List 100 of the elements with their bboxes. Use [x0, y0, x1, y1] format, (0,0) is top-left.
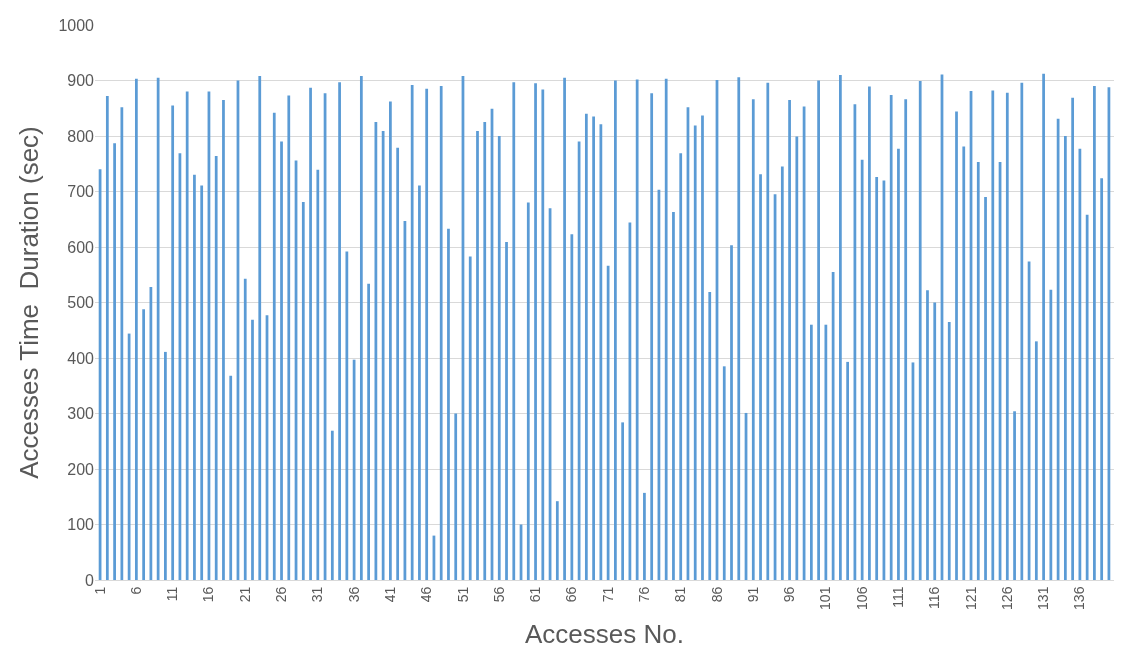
- bar: [258, 76, 262, 580]
- bar: [381, 131, 385, 580]
- bar: [599, 124, 603, 580]
- bar: [534, 83, 537, 580]
- y-tick-label: 800: [67, 127, 95, 145]
- bar: [1093, 86, 1096, 580]
- bar: [701, 115, 704, 580]
- y-tick-label: 200: [67, 460, 95, 478]
- bar: [570, 234, 574, 580]
- bar: [614, 80, 617, 580]
- bar: [330, 430, 334, 580]
- bar: [650, 93, 654, 580]
- bar: [722, 366, 726, 580]
- bar: [955, 111, 958, 580]
- bar: [831, 271, 835, 580]
- x-tick-label: 71: [599, 586, 616, 603]
- bar: [664, 78, 668, 580]
- bar: [105, 96, 109, 580]
- bar: [338, 82, 341, 580]
- bar: [418, 185, 421, 580]
- bar: [730, 245, 733, 580]
- x-tick-label: 96: [781, 586, 798, 603]
- bar: [1020, 82, 1024, 580]
- bar: [301, 202, 305, 580]
- bar: [947, 321, 951, 580]
- bar: [795, 136, 799, 580]
- bar: [359, 76, 363, 580]
- x-tick-label: 81: [672, 586, 689, 603]
- bar: [1071, 97, 1075, 580]
- bar: [222, 99, 225, 580]
- bar: [120, 107, 124, 580]
- bar: [439, 86, 443, 580]
- x-tick-label: 86: [708, 586, 725, 603]
- bar: [839, 74, 842, 580]
- bar: [497, 136, 501, 580]
- bar: [476, 131, 479, 580]
- y-tick-label: 600: [67, 238, 95, 256]
- y-tick-label: 900: [67, 72, 95, 90]
- x-tick-label: 131: [1035, 586, 1052, 610]
- x-tick-label: 21: [236, 586, 253, 603]
- y-tick-label: 500: [67, 294, 95, 312]
- bar: [156, 77, 160, 580]
- y-tick-label: 700: [67, 183, 95, 201]
- bar: [563, 77, 566, 580]
- x-tick-label: 31: [309, 586, 326, 603]
- bar: [200, 185, 204, 580]
- x-tick-label: 16: [200, 586, 217, 603]
- bar: [1100, 178, 1104, 580]
- bar: [991, 90, 995, 580]
- bar: [410, 84, 414, 580]
- x-tick-label: 56: [490, 586, 507, 603]
- y-tick-label: 400: [67, 349, 95, 367]
- bar: [926, 290, 929, 580]
- bar: [185, 91, 189, 580]
- bar: [1063, 136, 1067, 580]
- bar: [759, 174, 762, 580]
- bar: [868, 86, 871, 580]
- bar: [287, 95, 291, 580]
- bar: [904, 99, 908, 580]
- bar: [309, 87, 312, 580]
- bar: [846, 361, 850, 580]
- y-axis-title: Accesses Time Duration (sec): [13, 126, 44, 479]
- bar: [1042, 73, 1045, 580]
- bar: [766, 82, 770, 580]
- bar: [809, 324, 813, 580]
- bar: [272, 112, 276, 580]
- x-tick-label: 36: [345, 586, 362, 603]
- bar: [512, 82, 516, 580]
- x-tick-label: 116: [926, 586, 943, 609]
- bar: [316, 169, 320, 580]
- bar: [505, 242, 508, 580]
- x-tick-label: 26: [273, 586, 290, 603]
- bar: [584, 113, 588, 580]
- bar: [780, 166, 784, 580]
- bar: [113, 143, 116, 580]
- bar: [817, 80, 820, 580]
- bar: [1034, 341, 1038, 580]
- bar: [962, 146, 966, 580]
- bar: [134, 78, 138, 580]
- bar: [860, 159, 864, 580]
- bar: [621, 422, 625, 580]
- bar: [142, 309, 146, 580]
- bar: [693, 125, 697, 580]
- bar: [1085, 214, 1089, 580]
- bar: [555, 501, 559, 580]
- x-tick-label: 41: [381, 586, 398, 603]
- bar: [171, 105, 175, 580]
- x-tick-label: 1: [91, 586, 108, 595]
- x-tick-label: 46: [418, 586, 435, 603]
- y-tick-label: 1000: [58, 16, 95, 34]
- x-tick-label: 66: [563, 586, 580, 603]
- bar: [933, 302, 937, 580]
- bar: [635, 79, 639, 580]
- bar: [1013, 411, 1016, 580]
- bar: [396, 147, 400, 580]
- bar: [447, 228, 450, 580]
- x-tick-label: 101: [817, 586, 834, 610]
- y-tick-label: 100: [67, 516, 95, 534]
- bar: [889, 94, 893, 580]
- bar: [897, 148, 900, 580]
